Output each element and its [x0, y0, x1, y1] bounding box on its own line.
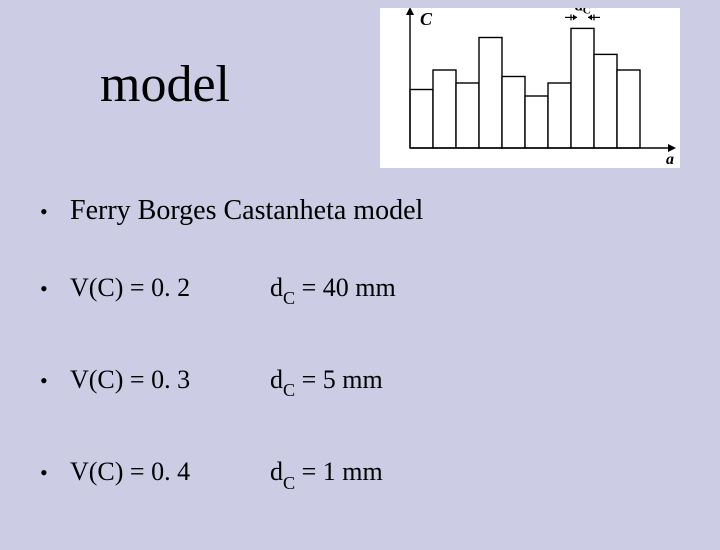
d-pre: d	[270, 457, 283, 486]
vc-cell: V(C) = 0. 2	[70, 273, 270, 303]
vc-value: 0. 4	[151, 457, 190, 486]
bullet-dot: •	[40, 276, 70, 302]
bullet-dot: •	[40, 199, 70, 225]
data-row: • V(C) = 0. 3 dC = 5 mm	[40, 365, 423, 399]
vc-value: 0. 3	[151, 365, 190, 394]
subtitle-text: Ferry Borges Castanheta model	[70, 195, 423, 227]
dc-cell: dC = 1 mm	[270, 457, 383, 491]
vc-cell: V(C) = 0. 4	[70, 457, 270, 487]
vc-label: V(C) =	[70, 457, 145, 486]
bullet-dot: •	[40, 368, 70, 394]
data-row: • V(C) = 0. 2 dC = 40 mm	[40, 273, 423, 307]
d-sub: C	[283, 380, 295, 400]
vc-cell: V(C) = 0. 3	[70, 365, 270, 395]
data-row: • V(C) = 0. 4 dC = 1 mm	[40, 457, 423, 491]
d-pre: d	[270, 365, 283, 394]
d-sub: C	[283, 473, 295, 493]
d-sub: C	[283, 288, 295, 308]
vc-value: 0. 2	[151, 273, 190, 302]
vc-label: V(C) =	[70, 365, 145, 394]
bullet-dot: •	[40, 460, 70, 486]
d-rest: = 40 mm	[295, 273, 396, 302]
d-rest: = 5 mm	[295, 365, 383, 394]
dc-cell: dC = 5 mm	[270, 365, 383, 399]
d-pre: d	[270, 273, 283, 302]
subtitle-row: • Ferry Borges Castanheta model	[40, 195, 423, 227]
vc-label: V(C) =	[70, 273, 145, 302]
svg-text:C: C	[420, 9, 433, 29]
page-title: model	[100, 55, 230, 114]
dc-cell: dC = 40 mm	[270, 273, 396, 307]
d-rest: = 1 mm	[295, 457, 383, 486]
svg-text:a: a	[666, 151, 674, 168]
stochastic-bar-diagram: CadC	[380, 8, 680, 173]
bullet-list: • Ferry Borges Castanheta model • V(C) =…	[40, 195, 423, 550]
